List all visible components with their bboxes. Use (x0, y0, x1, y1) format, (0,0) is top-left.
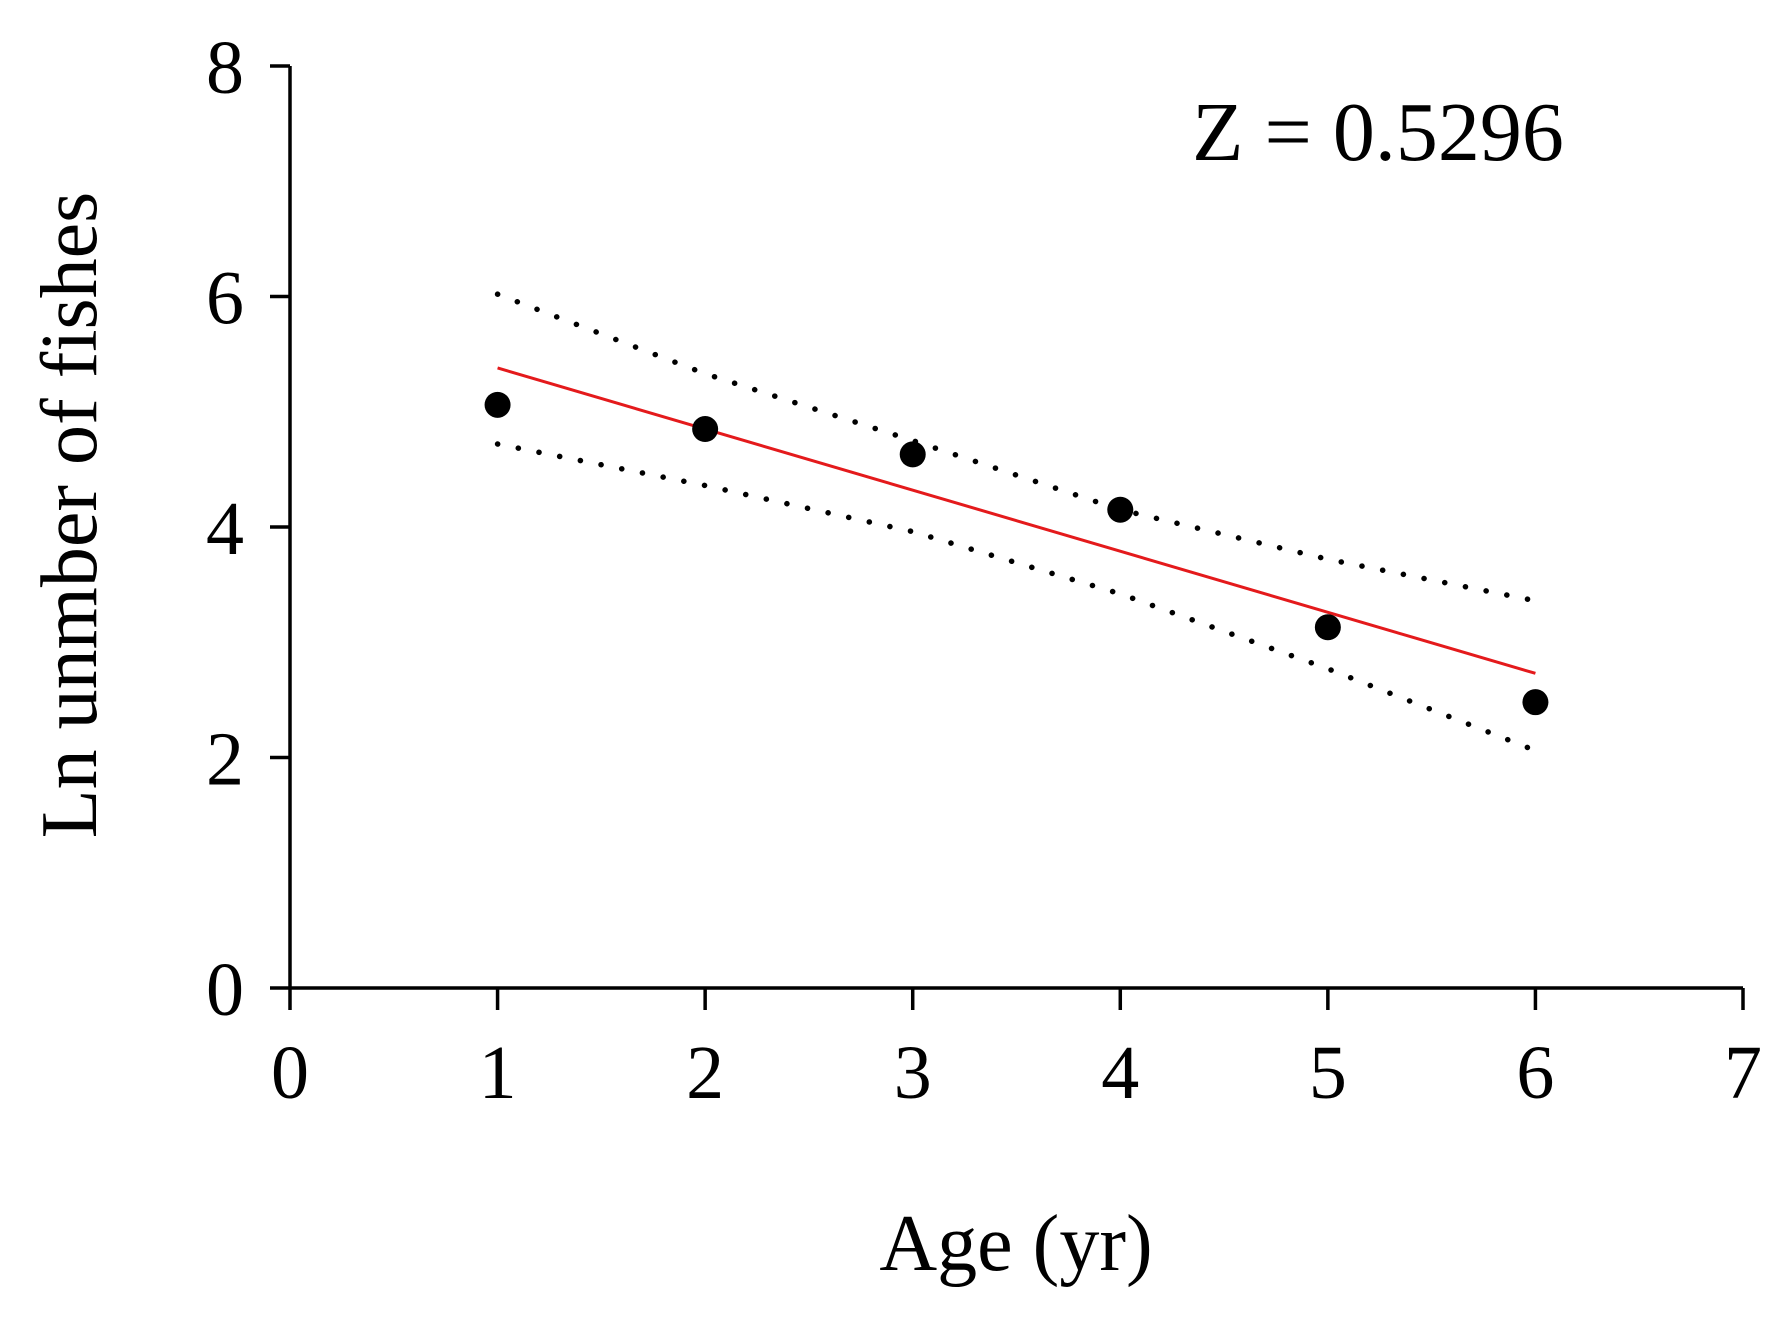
y-tick-label: 8 (206, 26, 244, 110)
data-point (692, 416, 719, 443)
x-ticks: 0 1 2 3 4 5 6 7 (271, 988, 1762, 1115)
y-tick-label: 0 (206, 948, 244, 1032)
x-tick-label: 0 (271, 1031, 309, 1115)
x-tick-label: 1 (479, 1031, 517, 1115)
y-tick-label: 6 (206, 257, 244, 341)
data-point (1107, 496, 1134, 523)
data-point (899, 441, 926, 468)
x-tick-label: 4 (1101, 1031, 1139, 1115)
y-ticks: 0 2 4 6 8 (206, 26, 290, 1032)
x-tick-label: 2 (686, 1031, 724, 1115)
z-annotation: Z = 0.5296 (1192, 86, 1564, 179)
data-points (484, 391, 1549, 716)
data-point (1522, 689, 1549, 716)
upper-confidence-band (494, 291, 1539, 604)
x-tick-label: 5 (1309, 1031, 1347, 1115)
y-tick-label: 2 (206, 718, 244, 802)
data-point (484, 391, 511, 418)
regression-line-group (497, 366, 1536, 675)
data-point (1314, 614, 1341, 641)
confidence-bands (494, 291, 1539, 754)
y-axis-title: Ln unmber of fishes (26, 192, 114, 839)
y-tick-label: 4 (206, 487, 244, 571)
x-tick-label: 6 (1516, 1031, 1554, 1115)
x-axis-title: Age (yr) (879, 1200, 1152, 1288)
x-tick-label: 7 (1724, 1031, 1762, 1115)
regression-line (497, 366, 1536, 675)
x-tick-label: 3 (894, 1031, 932, 1115)
